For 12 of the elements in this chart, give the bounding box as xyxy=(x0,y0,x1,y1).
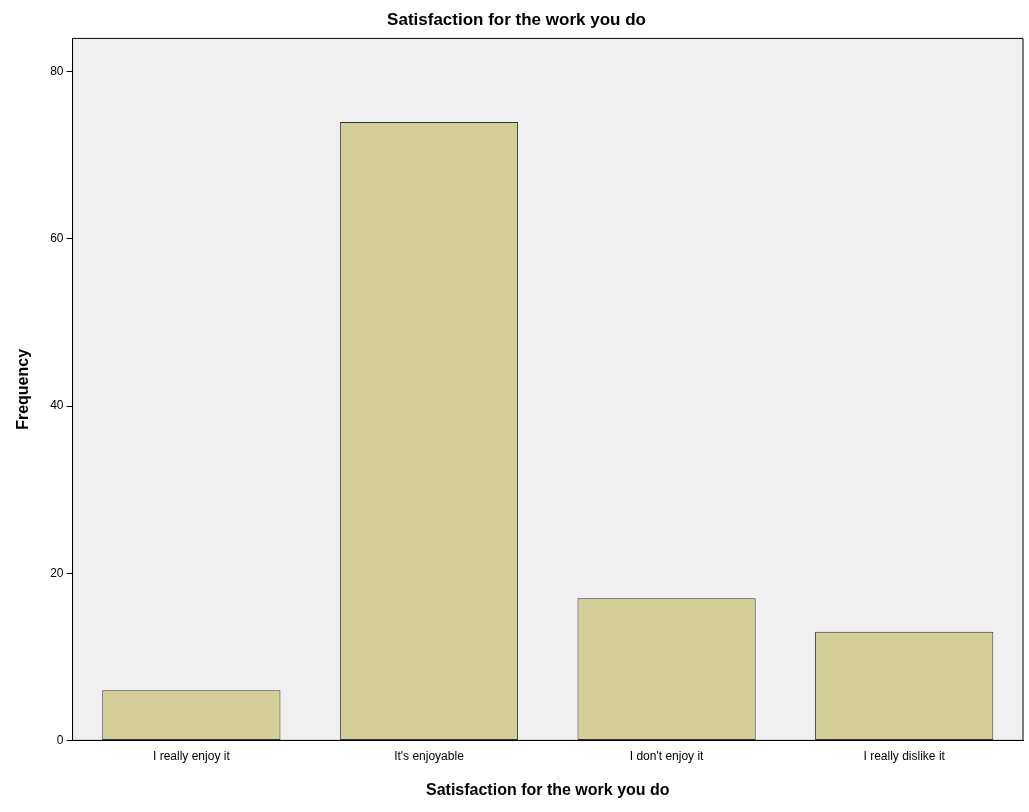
y-tick-label: 80 xyxy=(50,64,64,79)
y-tick-label: 0 xyxy=(56,732,64,747)
y-tick-label: 60 xyxy=(50,231,64,246)
x-tick-label: I don't enjoy it xyxy=(629,748,705,763)
x-tick-label: I really dislike it xyxy=(863,748,946,763)
x-tick-label: I really enjoy it xyxy=(153,748,231,763)
y-tick-label: 20 xyxy=(50,565,64,580)
y-axis-title: Frequency xyxy=(14,348,32,430)
y-tick-label: 40 xyxy=(50,398,64,413)
x-axis-title: Satisfaction for the work you do xyxy=(425,780,670,798)
x-tick-label: It's enjoyable xyxy=(394,748,465,763)
chart-title: Satisfaction for the work you do xyxy=(387,9,646,29)
